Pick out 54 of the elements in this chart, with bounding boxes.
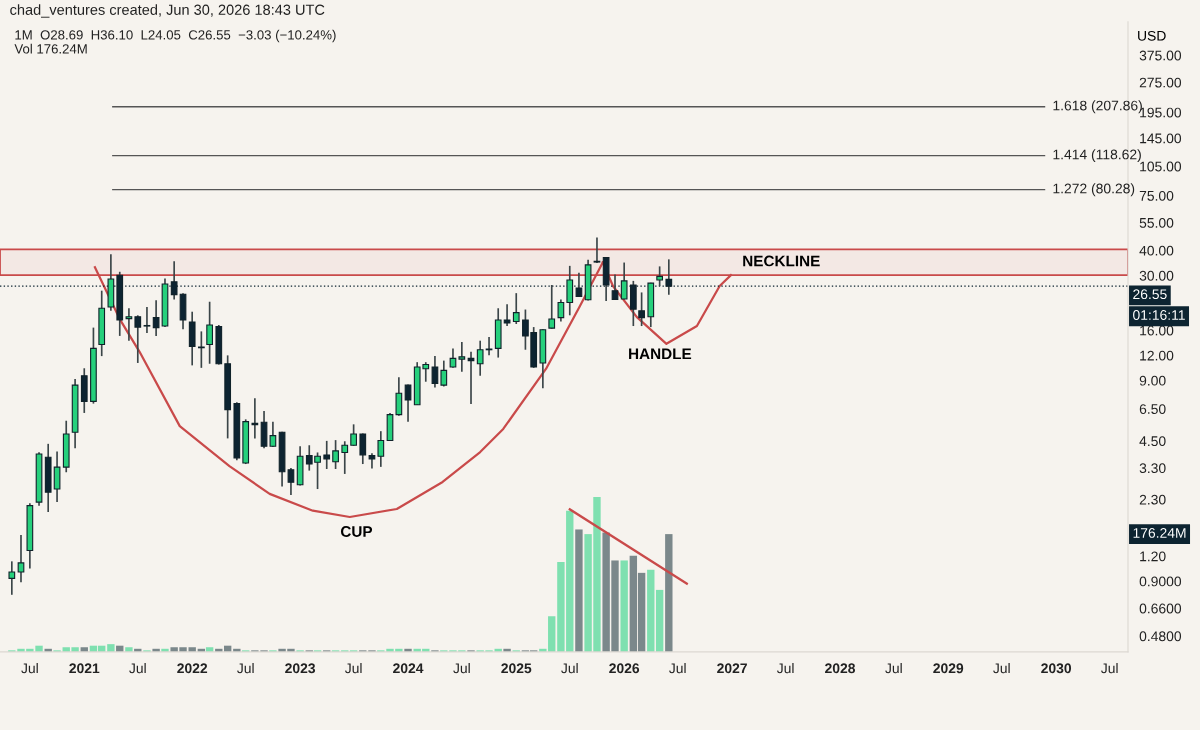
x-tick-label: 2029: [933, 663, 964, 674]
y-tick-label: 12.00: [1140, 350, 1174, 361]
annotation: CUP: [340, 526, 373, 537]
y-tick-label: 0.4800: [1139, 631, 1182, 642]
ref-line-label: 26.55: [1133, 289, 1167, 300]
y-axis-title: USD: [1138, 30, 1166, 41]
annotation: HANDLE: [629, 348, 692, 360]
y-tick-label: 4.50: [1139, 436, 1166, 447]
y-tick-label: 105.00: [1140, 161, 1182, 172]
y-tick-label: 16.00: [1140, 325, 1174, 336]
x-tick-label: 2030: [1041, 663, 1072, 674]
ref-line-label: 1.272 (80.28): [1053, 183, 1135, 197]
x-tick-label: Jul: [776, 663, 794, 674]
x-tick-label: Jul: [669, 663, 686, 674]
y-tick-label: 3.30: [1139, 463, 1166, 474]
y-tick-label: 275.00: [1139, 77, 1182, 88]
text: 176.24M: [1133, 528, 1186, 538]
band-label: NECKLINE: [743, 255, 820, 267]
x-tick-label: 2027: [717, 663, 747, 674]
x-tick-label: 2023: [285, 663, 316, 674]
chart-title: chad_ventures created, Jun 30, 2026 18:43 UTC: [10, 4, 325, 18]
x-tick-label: 2025: [501, 663, 532, 674]
y-tick-label: 145.00: [1140, 133, 1182, 144]
x-tick-label: Jul: [993, 663, 1010, 674]
x-tick-label: 2026: [609, 663, 640, 674]
y-tick-label: 9.00: [1139, 375, 1166, 386]
y-tick-label: 55.00: [1139, 217, 1174, 228]
y-tick-label: 6.50: [1139, 404, 1166, 414]
x-tick-label: Jul: [21, 663, 38, 674]
y-tick-label: 375.00: [1139, 50, 1182, 61]
y-tick-label: 0.9000: [1139, 576, 1182, 587]
ref-line-label: 1.618 (207.86): [1053, 100, 1142, 114]
x-tick-label: 2022: [177, 663, 208, 674]
text: 01:16:11: [1133, 310, 1185, 320]
ref-line-label: 1.414 (118.62): [1053, 149, 1141, 163]
y-tick-label: 0.6600: [1139, 603, 1182, 614]
x-tick-label: Jul: [129, 663, 146, 674]
y-tick-label: 30.00: [1139, 270, 1174, 281]
y-tick-label: 40.00: [1139, 245, 1174, 256]
y-tick-label: 75.00: [1139, 190, 1174, 201]
x-tick-label: Jul: [237, 663, 254, 674]
x-tick-label: 2021: [69, 663, 100, 674]
x-tick-label: 2028: [825, 663, 856, 674]
annotation: Vol 176.24M: [14, 43, 87, 54]
y-tick-label: 1.20: [1140, 551, 1166, 562]
x-tick-label: Jul: [561, 663, 578, 674]
y-tick-label: 195.00: [1140, 107, 1182, 118]
x-tick-label: Jul: [885, 663, 902, 674]
x-tick-label: Jul: [453, 663, 470, 674]
x-tick-label: Jul: [344, 663, 362, 674]
y-tick-label: 2.30: [1139, 494, 1166, 505]
x-tick-label: 2024: [393, 663, 424, 674]
x-tick-label: Jul: [1101, 663, 1118, 674]
text: 1M O28.69 H36.10 L24.05 C26.55 −3.03 (−10.24%): [15, 29, 336, 43]
